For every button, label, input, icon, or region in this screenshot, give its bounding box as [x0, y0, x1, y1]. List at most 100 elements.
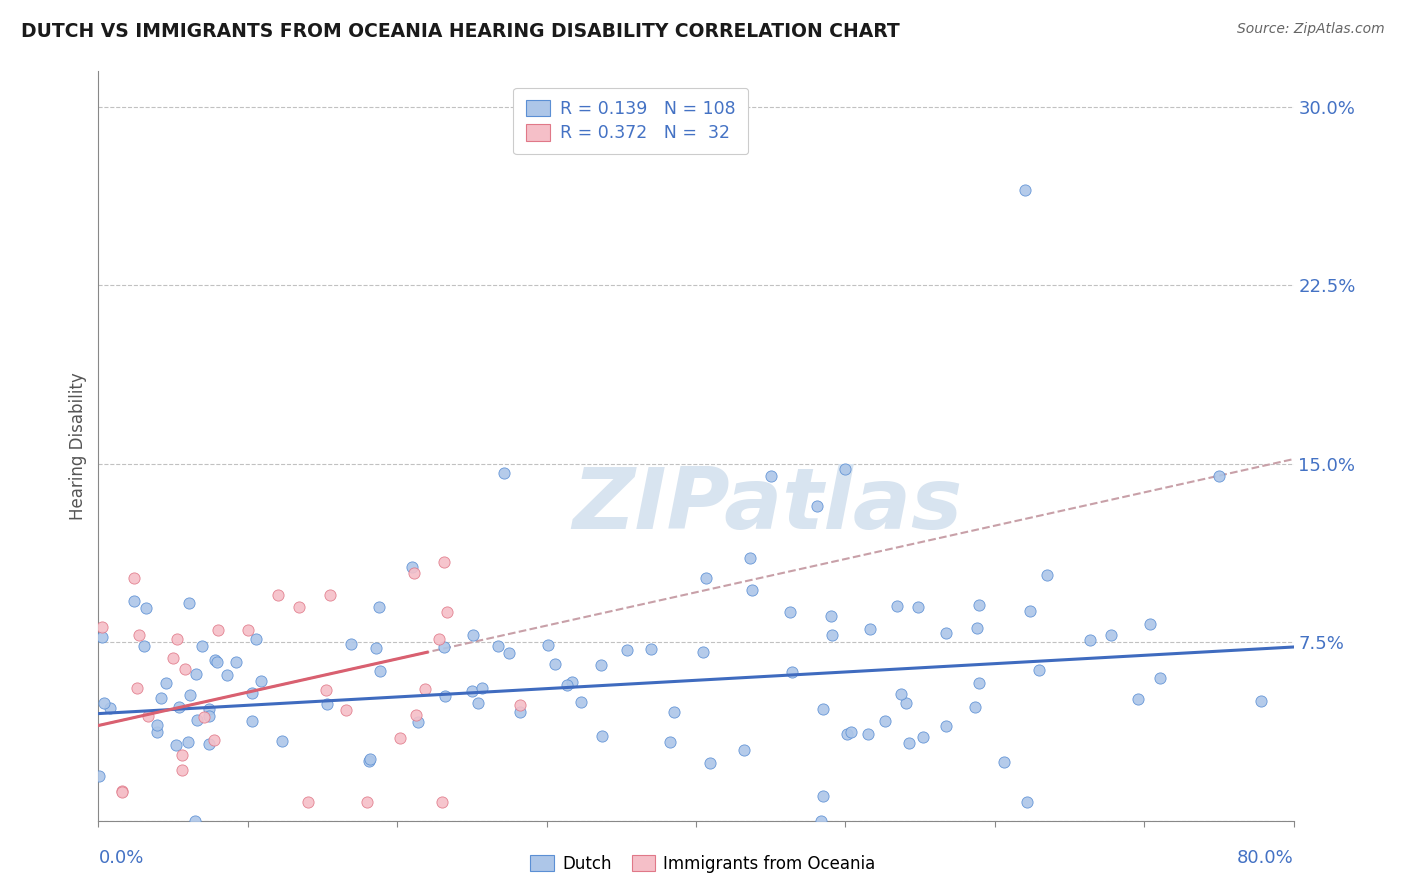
Point	[122, 571, 145, 585]
Point	[402, 566, 425, 580]
Point	[186, 714, 208, 728]
Y-axis label: Hearing Disability: Hearing Disability	[69, 372, 87, 520]
Point	[364, 640, 387, 655]
Point	[1036, 567, 1059, 582]
Point	[197, 702, 219, 716]
Point	[245, 632, 267, 646]
Point	[1250, 694, 1272, 708]
Point	[202, 733, 225, 747]
Point	[93, 696, 115, 710]
Point	[406, 714, 429, 729]
Text: DUTCH VS IMMIGRANTS FROM OCEANIA HEARING DISABILITY CORRELATION CHART: DUTCH VS IMMIGRANTS FROM OCEANIA HEARING…	[21, 22, 900, 41]
Point	[184, 814, 207, 828]
Point	[1078, 632, 1101, 647]
Point	[315, 698, 337, 712]
Point	[835, 727, 858, 741]
Point	[413, 681, 436, 696]
Point	[166, 632, 188, 647]
Point	[225, 655, 247, 669]
Point	[179, 688, 201, 702]
Point	[150, 690, 173, 705]
Point	[733, 743, 755, 757]
Point	[782, 665, 804, 680]
Point	[89, 769, 111, 783]
Point	[494, 466, 516, 480]
Point	[461, 683, 484, 698]
Point	[1014, 183, 1036, 197]
Point	[205, 655, 228, 669]
Point	[359, 751, 381, 765]
Point	[965, 700, 987, 714]
Point	[433, 640, 456, 655]
Point	[207, 624, 229, 638]
Point	[1126, 692, 1149, 706]
Point	[591, 729, 613, 743]
Point	[1015, 795, 1038, 809]
Point	[1099, 628, 1122, 642]
Point	[177, 596, 200, 610]
Point	[806, 500, 828, 514]
Point	[820, 609, 842, 624]
Point	[429, 632, 451, 646]
Point	[741, 582, 763, 597]
Point	[935, 719, 957, 733]
Point	[146, 724, 169, 739]
Point	[135, 601, 157, 615]
Point	[967, 598, 990, 612]
Text: ZIPatlas: ZIPatlas	[572, 465, 963, 548]
Point	[91, 630, 114, 644]
Point	[907, 599, 929, 614]
Point	[779, 605, 801, 619]
Point	[184, 667, 207, 681]
Point	[436, 605, 458, 619]
Point	[267, 588, 290, 602]
Point	[111, 785, 134, 799]
Point	[537, 638, 560, 652]
Point	[434, 689, 457, 703]
Point	[692, 645, 714, 659]
Point	[236, 624, 259, 638]
Point	[856, 727, 879, 741]
Point	[935, 626, 957, 640]
Point	[498, 646, 520, 660]
Point	[759, 468, 782, 483]
Point	[1139, 616, 1161, 631]
Point	[1149, 671, 1171, 685]
Point	[368, 599, 391, 614]
Point	[813, 789, 835, 803]
Point	[875, 714, 897, 729]
Point	[173, 662, 195, 676]
Point	[1028, 663, 1050, 677]
Point	[165, 738, 187, 752]
Point	[288, 599, 311, 614]
Point	[699, 756, 721, 771]
Legend: Dutch, Immigrants from Oceania: Dutch, Immigrants from Oceania	[524, 848, 882, 880]
Point	[471, 681, 494, 695]
Point	[335, 702, 357, 716]
Point	[145, 718, 167, 732]
Point	[894, 696, 917, 710]
Point	[170, 748, 193, 763]
Point	[509, 698, 531, 712]
Point	[430, 795, 453, 809]
Point	[127, 681, 149, 695]
Point	[561, 674, 583, 689]
Point	[557, 678, 579, 692]
Point	[967, 676, 990, 690]
Point	[91, 620, 114, 634]
Point	[486, 639, 509, 653]
Point	[122, 593, 145, 607]
Point	[966, 621, 988, 635]
Point	[315, 682, 337, 697]
Point	[111, 784, 134, 798]
Point	[1208, 468, 1230, 483]
Point	[388, 731, 411, 746]
Point	[132, 639, 155, 653]
Point	[662, 705, 685, 719]
Point	[591, 657, 613, 672]
Point	[890, 687, 912, 701]
Point	[886, 599, 908, 614]
Point	[167, 699, 190, 714]
Point	[204, 652, 226, 666]
Point	[912, 730, 935, 744]
